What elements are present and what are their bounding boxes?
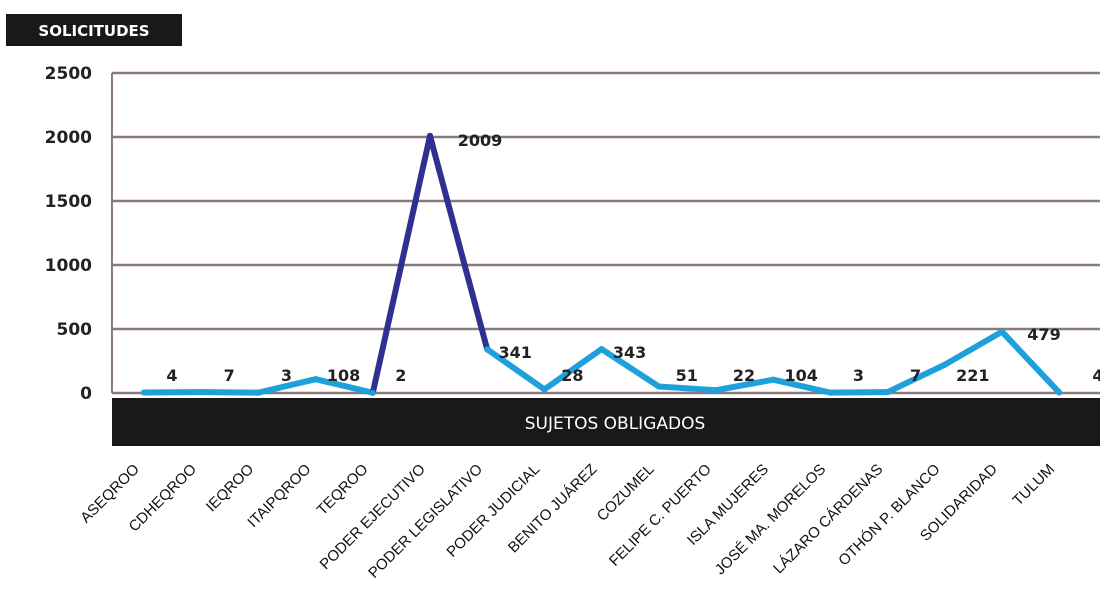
data-point [369,389,376,396]
data-label: 4 [1092,366,1100,385]
series-segment-highlight [369,132,433,396]
data-point [198,389,205,396]
x-axis-banner: SUJETOS OBLIGADOS [112,398,1100,446]
x-category-label: OTHÓN P. BLANCO [835,461,943,569]
data-point [713,387,719,394]
series-segment [770,376,834,396]
data-label: 51 [676,366,698,385]
x-axis-banner-background [112,398,1100,446]
series-segment [598,346,662,390]
series-segment [198,389,262,396]
x-category-label: PODER EJECUTIVO [317,461,429,573]
data-point [884,389,891,396]
series-segment [999,328,1063,396]
series-segment [655,383,719,394]
data-point [770,376,777,383]
series-segment [884,361,948,396]
data-label: 28 [561,366,583,385]
series-segment [713,376,777,394]
data-label: 2009 [458,131,503,150]
data-label: 221 [956,366,989,385]
y-tick-label: 500 [57,320,93,340]
y-tick-label: 2000 [45,128,92,148]
data-point [484,346,491,353]
data-point [827,389,834,396]
data-point [1056,389,1063,396]
x-category-label: TULUM [1009,461,1058,510]
x-category-label: JOSÉ MA. MORELOS [712,461,830,579]
y-axis: 2500 2000 1500 1000 500 0 [45,64,92,404]
chart-title: SOLICITUDES [38,22,149,40]
data-label: 341 [498,343,531,362]
data-label: 108 [327,366,360,385]
x-category-label: IEQROO [203,461,257,515]
data-point [312,376,319,383]
data-point [999,328,1005,335]
series-segment [312,376,376,396]
series-segment-highlight [427,132,491,353]
series-segment [255,376,319,396]
data-label: 104 [784,366,817,385]
data-point [541,386,548,393]
gridlines [111,71,1100,395]
data-point [655,383,662,390]
data-label: 7 [910,366,921,385]
data-point [427,132,433,139]
y-tick-label: 2500 [45,64,92,84]
data-label: 3 [853,366,864,385]
x-category-label: LÁZARO CÁRDENAS [770,461,886,577]
chart-title-badge: SOLICITUDES [6,14,182,46]
data-point [598,346,605,353]
y-tick-label: 1000 [45,256,92,276]
series-segment [484,346,548,393]
x-category-label: FELIPE C. PUERTO [606,461,715,570]
data-label: 343 [613,343,646,362]
data-point [941,361,948,368]
x-category-label: PODER LEGISLATIVO [365,461,486,582]
data-label: 3 [281,366,292,385]
data-label: 479 [1027,325,1060,344]
series-line [141,132,1063,396]
x-category-label: TEQROO [314,461,372,519]
data-point [255,389,262,396]
data-label: 22 [733,366,755,385]
chart-title-background [6,14,182,46]
series-segment [541,346,605,393]
series-segment [941,328,1005,368]
data-label: 7 [224,366,235,385]
data-label: 2 [395,366,406,385]
y-tick-label: 0 [80,384,92,404]
data-label: 4 [166,366,177,385]
y-tick-label: 1500 [45,192,92,212]
data-point [141,389,147,396]
data-labels: 4 7 3 108 2 2009 341 28 343 51 22 104 3 7 221 479 4 [166,131,1100,385]
series-segment [827,389,891,396]
x-axis-label: SUJETOS OBLIGADOS [525,414,706,434]
